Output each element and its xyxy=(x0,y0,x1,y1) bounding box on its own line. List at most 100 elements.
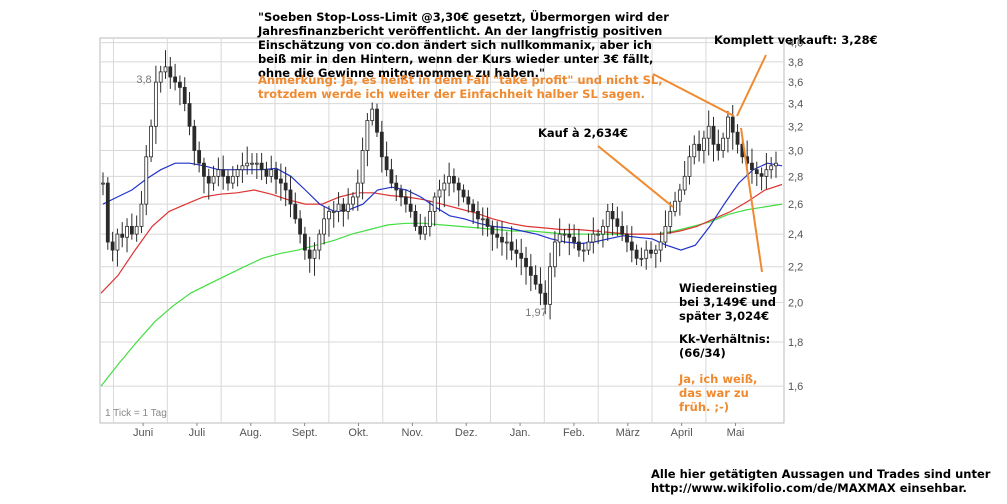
candle-body xyxy=(620,225,625,235)
candle-body xyxy=(591,233,596,243)
candle-body xyxy=(216,169,221,177)
candle-body xyxy=(365,120,370,151)
candle-body xyxy=(312,249,317,259)
sold-note: Komplett verkauft: 3,28€ xyxy=(714,33,878,47)
candle-body xyxy=(250,162,254,165)
candle-body xyxy=(639,257,644,260)
moving-averages xyxy=(100,162,783,387)
joke-note: Ja, ich weiß, das war zu früh. ;-) xyxy=(679,372,758,414)
candle-body xyxy=(375,108,379,133)
candle-body xyxy=(706,125,711,139)
candle-body xyxy=(384,156,389,171)
candle-body xyxy=(447,175,452,184)
x-tick-label: Dez. xyxy=(455,427,478,439)
y-tick-label: 3,6 xyxy=(788,77,803,89)
high-label: 3,8 xyxy=(136,74,151,86)
candle-body xyxy=(168,66,173,78)
y-tick-label: 2,8 xyxy=(788,171,803,183)
remark-note: Anmerkung: Ja, es heißt in dem Fall "tak… xyxy=(258,73,663,101)
candle-body xyxy=(302,233,307,251)
candle-body xyxy=(615,218,620,227)
candle-body xyxy=(730,116,735,133)
candles xyxy=(101,50,778,320)
candle-body xyxy=(432,196,437,212)
x-tick-label: Okt. xyxy=(348,427,368,439)
candle-body xyxy=(605,211,610,227)
candle-body xyxy=(480,218,485,221)
candle-body xyxy=(490,225,495,235)
candle-body xyxy=(562,233,567,236)
kk-ratio-note: Kk-Verhältnis: (66/34) xyxy=(679,332,771,360)
x-tick-label: Juni xyxy=(133,427,153,439)
x-tick-label: Juli xyxy=(189,427,206,439)
candle-body xyxy=(327,211,331,220)
candle-body xyxy=(735,131,740,145)
y-tick-label: 2,4 xyxy=(788,229,803,241)
candle-body xyxy=(264,169,269,177)
candle-body xyxy=(514,249,519,254)
candle-body xyxy=(769,165,774,171)
candle-body xyxy=(557,233,562,243)
tick-note: 1 Tick = 1 Tag xyxy=(105,408,167,419)
candle-body xyxy=(389,169,394,184)
candle-body xyxy=(101,182,105,185)
candle-body xyxy=(577,241,581,251)
candle-body xyxy=(658,241,663,251)
x-tick-label: März xyxy=(616,427,640,439)
candle-body xyxy=(750,162,754,171)
candle-body xyxy=(687,156,692,177)
candle-body xyxy=(202,162,206,177)
candle-body xyxy=(629,241,634,251)
candle-body xyxy=(519,252,524,259)
candle-body xyxy=(423,225,427,235)
candle-body xyxy=(677,189,682,202)
candle-body xyxy=(528,266,533,276)
candle-body xyxy=(144,156,149,205)
candle-body xyxy=(379,131,384,158)
y-tick-label: 2,2 xyxy=(788,262,803,274)
candle-body xyxy=(764,169,769,177)
candle-body xyxy=(461,189,466,198)
x-tick-label: April xyxy=(671,427,693,439)
buy-note: Kauf à 2,634€ xyxy=(538,126,629,140)
candle-body xyxy=(697,143,701,151)
low-label: 1,97 xyxy=(525,307,546,319)
candle-body xyxy=(692,143,697,158)
candle-body xyxy=(485,218,490,227)
candle-body xyxy=(125,225,129,238)
candle-body xyxy=(235,169,240,177)
candle-body xyxy=(538,283,543,294)
candle-body xyxy=(663,225,668,243)
y-tick-label: 3,8 xyxy=(788,57,803,69)
candle-body xyxy=(370,108,375,121)
candle-body xyxy=(581,249,586,252)
candle-body xyxy=(187,103,192,127)
candle-body xyxy=(163,66,168,73)
candle-body xyxy=(355,182,360,198)
candle-body xyxy=(504,241,509,244)
candle-body xyxy=(245,162,250,167)
candle-body xyxy=(495,233,500,238)
candle-body xyxy=(206,175,211,184)
candle-body xyxy=(346,203,351,212)
x-axis-labels: Juni Juli Aug. Sept. Okt. Nov. Dez. Jan. Feb. Mär… xyxy=(133,423,744,439)
candle-body xyxy=(509,241,514,251)
reentry-note: Wiedereinstieg bei 3,149€ und später 3,0… xyxy=(679,281,778,323)
candle-body xyxy=(129,225,134,235)
annotation-arrow xyxy=(652,73,735,117)
candle-body xyxy=(288,189,293,205)
annotation-arrow xyxy=(736,54,767,117)
annotation-arrow xyxy=(740,127,763,273)
candle-body xyxy=(716,143,721,151)
candle-body xyxy=(471,203,476,212)
candle-body xyxy=(115,233,120,251)
y-axis-labels: 4,0 3,8 3,6 3,4 3,2 3,0 2,8 2,6 2,4 2,2 2,0 1,8 1,6 xyxy=(788,38,803,393)
candle-body xyxy=(192,125,197,151)
y-tick-label: 1,6 xyxy=(788,381,803,393)
candle-body xyxy=(317,233,322,251)
x-tick-label: Jan. xyxy=(510,427,531,439)
x-tick-label: Sept. xyxy=(292,427,318,439)
candle-body xyxy=(601,225,605,235)
candle-body xyxy=(466,196,471,205)
x-tick-label: Nov. xyxy=(401,427,423,439)
